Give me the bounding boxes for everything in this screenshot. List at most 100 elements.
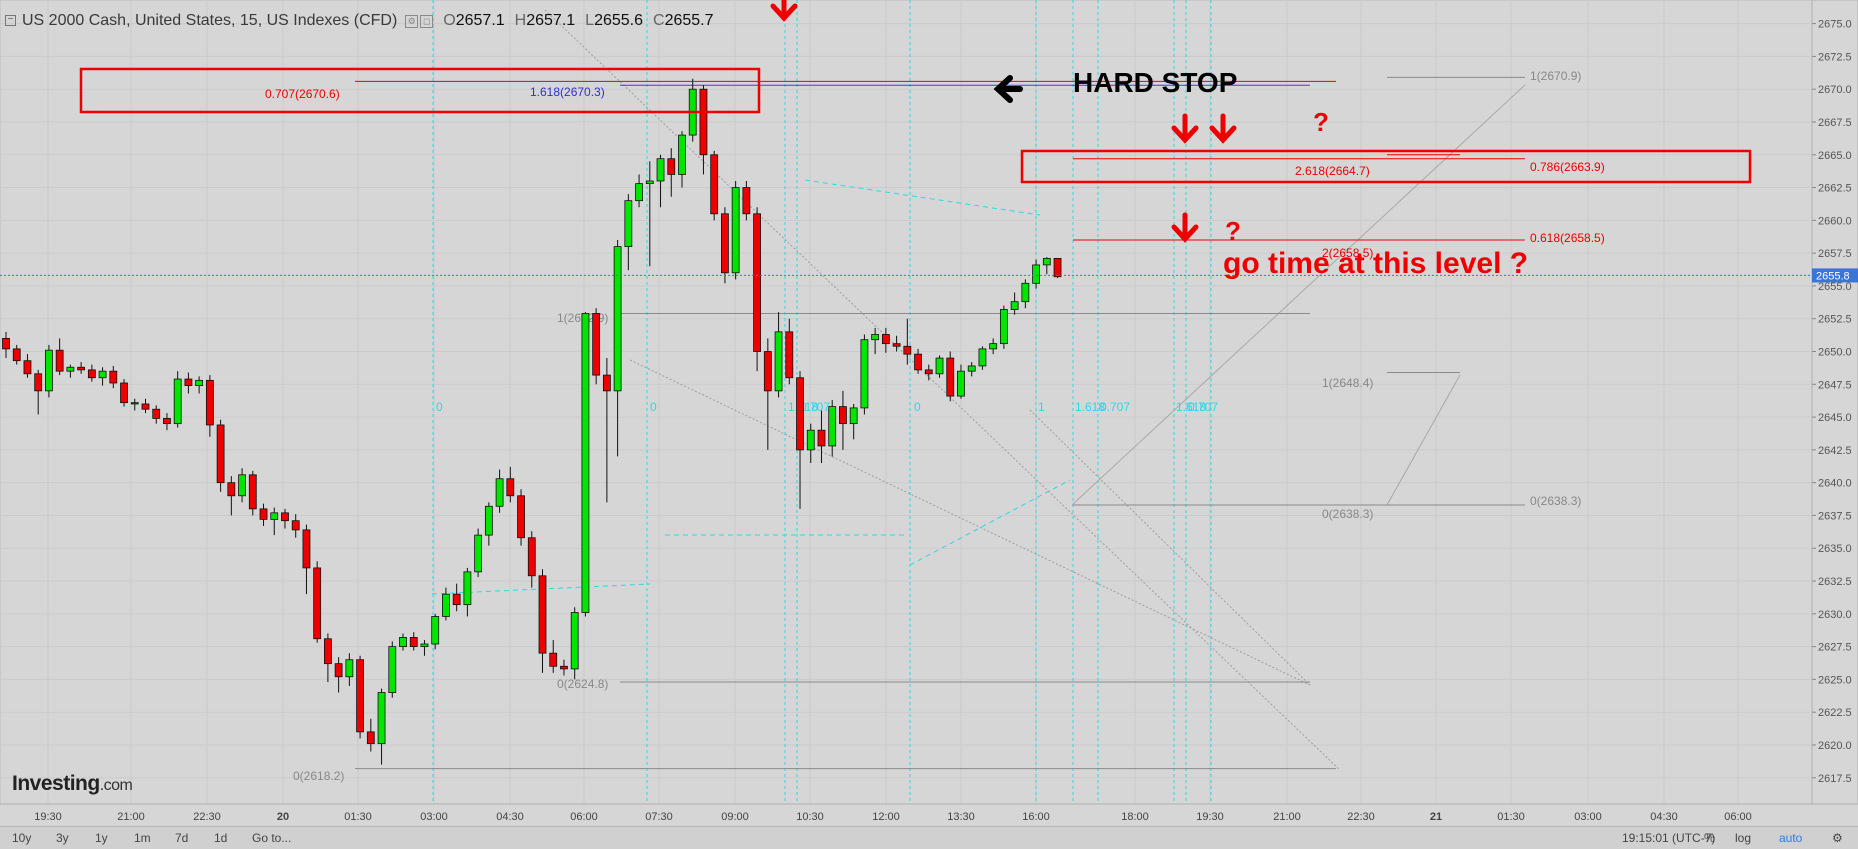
candle-up bbox=[828, 406, 837, 447]
investing-logo: Investing.com bbox=[12, 772, 133, 795]
candle-down bbox=[205, 379, 214, 426]
candle-up bbox=[377, 692, 386, 745]
collapse-legend-button[interactable]: − bbox=[5, 15, 16, 26]
candle-up bbox=[774, 331, 783, 392]
y-tick-label: 2632.5 bbox=[1818, 576, 1852, 588]
candle-down bbox=[549, 652, 558, 667]
symbol-title: US 2000 Cash, United States, 15, US Inde… bbox=[22, 12, 398, 29]
candle-up bbox=[195, 379, 204, 387]
candle-up bbox=[957, 370, 965, 397]
candle-down bbox=[538, 575, 547, 654]
fib-label: 0(2618.2) bbox=[293, 769, 344, 783]
settings-icon[interactable]: ⚙ bbox=[405, 14, 419, 28]
log-toggle[interactable]: log bbox=[1735, 831, 1752, 845]
candle-down bbox=[109, 370, 118, 384]
chart-header: US 2000 Cash, United States, 15, US Inde… bbox=[0, 8, 714, 34]
candle-down bbox=[710, 154, 719, 215]
goto-button[interactable]: Go to... bbox=[252, 831, 292, 845]
x-tick-label: 01:30 bbox=[1497, 811, 1525, 823]
candle-up bbox=[645, 180, 654, 185]
candle-down bbox=[881, 334, 890, 345]
trend-dashed bbox=[909, 479, 1071, 566]
y-tick-label: 2627.5 bbox=[1818, 642, 1852, 654]
candle-down bbox=[259, 508, 268, 520]
close-label: C bbox=[653, 12, 665, 29]
chart-settings-icon[interactable]: ⚙ bbox=[1832, 831, 1843, 845]
y-tick-label: 2657.5 bbox=[1818, 248, 1852, 260]
candle-up bbox=[860, 339, 869, 409]
hide-icon[interactable]: ◻ bbox=[420, 14, 434, 28]
high-label: H bbox=[514, 12, 527, 29]
candle-up bbox=[635, 183, 643, 202]
candle-up bbox=[495, 478, 504, 507]
range-1d-button[interactable]: 1d bbox=[214, 831, 228, 845]
time-fib-label: 0 bbox=[650, 400, 657, 414]
x-tick-label: 21 bbox=[1430, 811, 1442, 823]
y-tick-label: 2625.0 bbox=[1818, 674, 1852, 686]
range-10y-button[interactable]: 10y bbox=[12, 831, 32, 845]
question-mark: ? bbox=[1225, 216, 1241, 246]
x-tick-label: 18:00 bbox=[1121, 811, 1149, 823]
candle-down bbox=[753, 213, 761, 352]
candle-up bbox=[45, 349, 53, 392]
y-tick-label: 2672.5 bbox=[1818, 51, 1852, 63]
fib-line-diag bbox=[1386, 374, 1461, 506]
candle-down bbox=[334, 663, 343, 678]
percent-toggle[interactable]: % bbox=[1704, 831, 1715, 845]
auto-toggle[interactable]: auto bbox=[1779, 831, 1803, 845]
last-price-tag bbox=[1812, 268, 1858, 283]
candle-down bbox=[602, 374, 611, 392]
time-fib-label: 0.707 bbox=[1188, 400, 1218, 414]
candle-down bbox=[817, 429, 826, 447]
x-tick-label: 20 bbox=[277, 811, 289, 823]
down-arrow-icon bbox=[1209, 113, 1237, 144]
candle-down bbox=[1053, 257, 1062, 278]
question-mark: ? bbox=[1313, 107, 1329, 137]
low-value: 2655.6 bbox=[594, 12, 644, 29]
fib-label: 2(2658.5) bbox=[1322, 246, 1373, 260]
candle-down bbox=[892, 343, 901, 347]
y-axis bbox=[1811, 0, 1858, 805]
candle-up bbox=[999, 309, 1008, 345]
x-tick-label: 03:00 bbox=[420, 811, 448, 823]
range-1y-button[interactable]: 1y bbox=[95, 831, 108, 845]
candle-up bbox=[420, 643, 429, 648]
candle-up bbox=[624, 200, 633, 247]
fib-label: 1(2670.9) bbox=[1530, 69, 1581, 83]
y-tick-label: 2637.5 bbox=[1818, 510, 1852, 522]
time-fib-label: 1.618 bbox=[1075, 400, 1105, 414]
left-arrow-icon bbox=[993, 75, 1023, 103]
time-fib-label: 0 bbox=[436, 400, 443, 414]
x-tick-label: 10:30 bbox=[796, 811, 824, 823]
fib-label: 2.618(2664.7) bbox=[1295, 164, 1370, 178]
y-tick-label: 2620.0 bbox=[1818, 740, 1852, 752]
candle-down bbox=[742, 187, 751, 215]
candle-down bbox=[839, 406, 847, 425]
x-tick-label: 03:00 bbox=[1574, 811, 1602, 823]
x-tick-label: 13:30 bbox=[947, 811, 975, 823]
candle-up bbox=[613, 246, 622, 392]
candle-up bbox=[474, 534, 483, 573]
candle-down bbox=[130, 402, 139, 405]
x-tick-label: 22:30 bbox=[193, 811, 221, 823]
time-fib-label: 1 bbox=[1038, 400, 1045, 414]
range-1m-button[interactable]: 1m bbox=[134, 831, 151, 845]
candle-down bbox=[302, 529, 311, 569]
y-tick-label: 2675.0 bbox=[1818, 19, 1852, 31]
x-tick-label: 06:00 bbox=[570, 811, 598, 823]
y-tick-label: 2650.0 bbox=[1818, 347, 1852, 359]
diagonal-line bbox=[629, 359, 1311, 686]
time-fib-label: 0 bbox=[914, 400, 921, 414]
bottom-toolbar: 10y 3y 1y 1m 7d 1d Go to... 19:15:01 (UT… bbox=[0, 826, 1858, 849]
range-3y-button[interactable]: 3y bbox=[56, 831, 69, 845]
candle-down bbox=[2, 337, 10, 350]
y-tick-label: 2660.0 bbox=[1818, 215, 1852, 227]
candle-up bbox=[570, 612, 579, 670]
plot-area bbox=[0, 0, 1813, 805]
range-7d-button[interactable]: 7d bbox=[175, 831, 189, 845]
time-fib-label: 0.707 bbox=[800, 400, 830, 414]
fib-label: 1.618(2670.3) bbox=[530, 85, 605, 99]
candle-up bbox=[806, 429, 815, 451]
